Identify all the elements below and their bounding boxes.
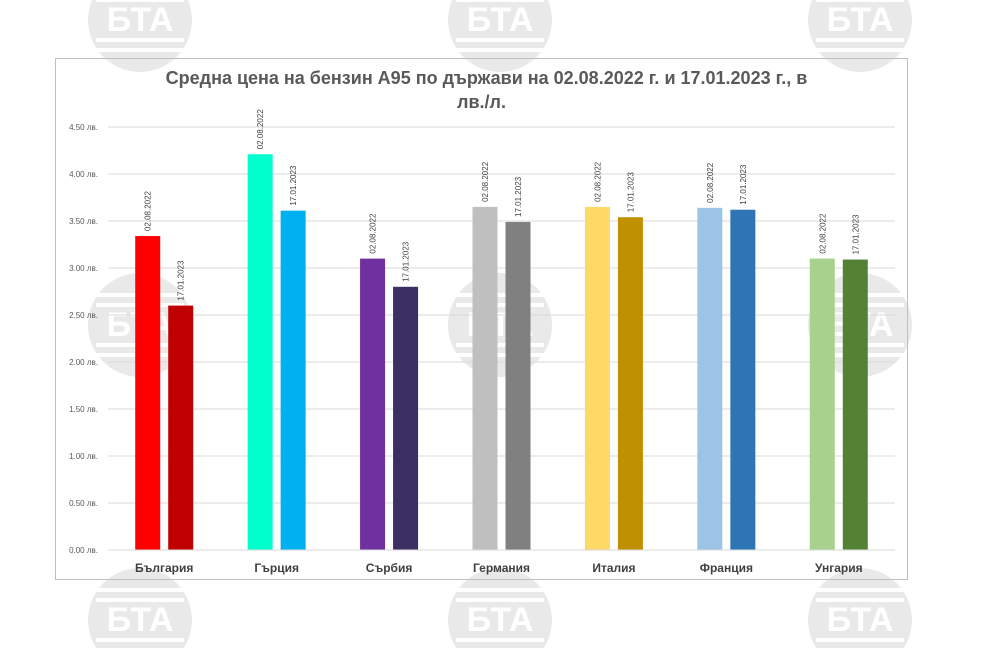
- y-tick-label: 2.00 лв.: [69, 358, 98, 367]
- chart-title-line-2: лв./л.: [457, 92, 506, 112]
- data-label: 17.01.2023: [289, 165, 298, 206]
- x-tick-label: България: [135, 561, 193, 575]
- y-tick-label: 0.00 лв.: [69, 546, 98, 555]
- data-label: 02.08.2022: [481, 161, 490, 202]
- data-label: 17.01.2023: [177, 260, 186, 301]
- x-tick-label: Сърбия: [366, 561, 413, 575]
- y-tick-label: 0.50 лв.: [69, 499, 98, 508]
- chart-title-line-1: Средна цена на бензин А95 по държави на …: [165, 68, 808, 88]
- bar: [247, 154, 273, 550]
- data-label: 17.01.2023: [851, 214, 860, 255]
- data-label: 17.01.2023: [626, 172, 635, 213]
- chart-frame: [55, 58, 908, 580]
- x-tick-label: Франция: [700, 561, 753, 575]
- data-label: 02.08.2022: [369, 213, 378, 254]
- y-tick-label: 2.50 лв.: [69, 311, 98, 320]
- data-label: 17.01.2023: [514, 176, 523, 217]
- data-label: 17.01.2023: [402, 241, 411, 282]
- bar: [472, 206, 498, 550]
- data-label: 02.08.2022: [706, 162, 715, 203]
- bar: [809, 258, 835, 550]
- bar: [730, 209, 756, 550]
- y-tick-label: 1.00 лв.: [69, 452, 98, 461]
- data-label: 02.08.2022: [593, 161, 602, 202]
- bar: [135, 236, 161, 551]
- data-label: 02.08.2022: [256, 109, 265, 150]
- bar: [842, 259, 868, 550]
- chart-title: Средна цена на бензин А95 по държави на …: [55, 66, 908, 114]
- bar: [505, 221, 531, 550]
- x-tick-label: Германия: [473, 561, 530, 575]
- bar: [697, 207, 723, 550]
- y-tick-label: 4.50 лв.: [69, 123, 98, 132]
- y-tick-label: 4.00 лв.: [69, 170, 98, 179]
- data-label: 02.08.2022: [818, 213, 827, 254]
- bar: [393, 286, 419, 550]
- bar: [617, 217, 643, 551]
- data-label: 17.01.2023: [739, 164, 748, 205]
- y-tick-label: 1.50 лв.: [69, 405, 98, 414]
- y-tick-label: 3.00 лв.: [69, 264, 98, 273]
- x-tick-label: Италия: [592, 561, 635, 575]
- data-label: 02.08.2022: [144, 190, 153, 231]
- x-tick-label: Унгария: [815, 561, 863, 575]
- y-tick-label: 3.50 лв.: [69, 217, 98, 226]
- bar: [168, 305, 194, 550]
- x-tick-label: Гърция: [254, 561, 299, 575]
- bar: [360, 258, 386, 550]
- bar: [584, 206, 610, 550]
- bar: [280, 210, 306, 550]
